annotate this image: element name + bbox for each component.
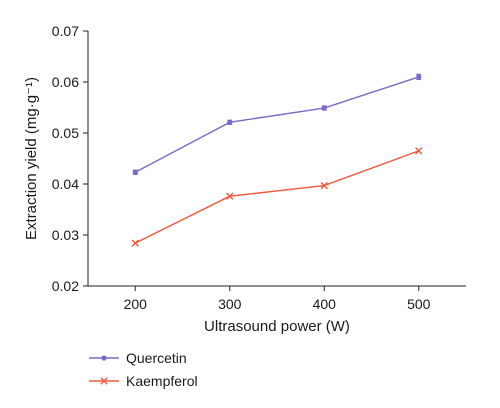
- data-point: [320, 181, 328, 190]
- series-layer: [131, 73, 423, 247]
- x-tick-label: 200: [124, 296, 148, 312]
- x-axis-ticks: 200 300 400 500: [124, 286, 431, 312]
- data-point: [415, 147, 423, 155]
- y-tick-label: 0.07: [52, 23, 79, 39]
- legend: Quercetin Kaempferol: [89, 350, 198, 389]
- data-point: [321, 105, 327, 111]
- series-quercetin: [132, 73, 422, 175]
- data-point: [227, 119, 233, 125]
- y-axis-title: Extraction yield (mg·g⁻¹): [23, 77, 40, 240]
- data-point: [131, 239, 139, 247]
- series-line: [134, 150, 419, 244]
- x-tick-label: 500: [407, 296, 431, 312]
- plot-area: 0.02 0.03 0.04 0.05 0.06 0.07 200 300 400 500: [52, 23, 466, 312]
- data-point: [132, 169, 138, 175]
- legend-item-kaempferol: Kaempferol: [89, 373, 198, 389]
- series-kaempferol: [131, 147, 423, 247]
- legend-label: Quercetin: [126, 350, 187, 366]
- y-tick-label: 0.06: [52, 74, 79, 90]
- x-tick-label: 400: [313, 296, 337, 312]
- data-point: [416, 74, 422, 80]
- y-axis-ticks: 0.02 0.03 0.04 0.05 0.06 0.07: [52, 23, 88, 294]
- data-point: [226, 192, 234, 200]
- y-tick-label: 0.05: [52, 125, 79, 141]
- x-axis-title: Ultrasound power (W): [204, 318, 350, 335]
- y-tick-label: 0.03: [52, 227, 79, 243]
- legend-item-quercetin: Quercetin: [89, 350, 187, 366]
- y-tick-label: 0.02: [52, 278, 79, 294]
- series-line: [134, 76, 419, 173]
- y-tick-label: 0.04: [52, 176, 79, 192]
- legend-label: Kaempferol: [126, 373, 198, 389]
- x-tick-label: 300: [218, 296, 242, 312]
